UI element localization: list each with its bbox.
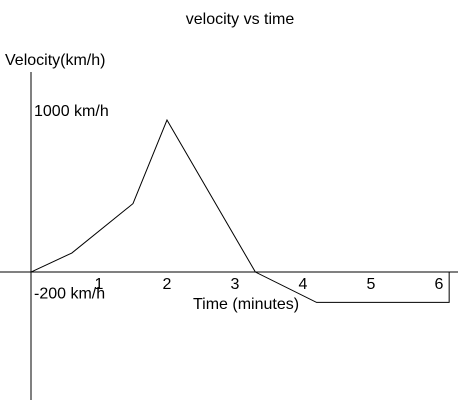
x-tick-label: 3 <box>231 276 240 293</box>
x-tick-label: 5 <box>367 276 376 293</box>
y-axis-label: Velocity(km/h) <box>5 52 105 69</box>
x-tick-label: 1 <box>95 276 104 293</box>
data-line <box>30 118 450 303</box>
y-tick-label: 1000 km/h <box>34 103 109 120</box>
chart-title: velocity vs time <box>186 11 295 28</box>
x-axis-label: Time (minutes) <box>193 296 299 313</box>
x-tick-label: 4 <box>299 276 308 293</box>
y-tick-label: -200 km/h <box>34 286 105 303</box>
x-tick-label: 6 <box>435 276 444 293</box>
x-tick-label: 2 <box>163 276 172 293</box>
